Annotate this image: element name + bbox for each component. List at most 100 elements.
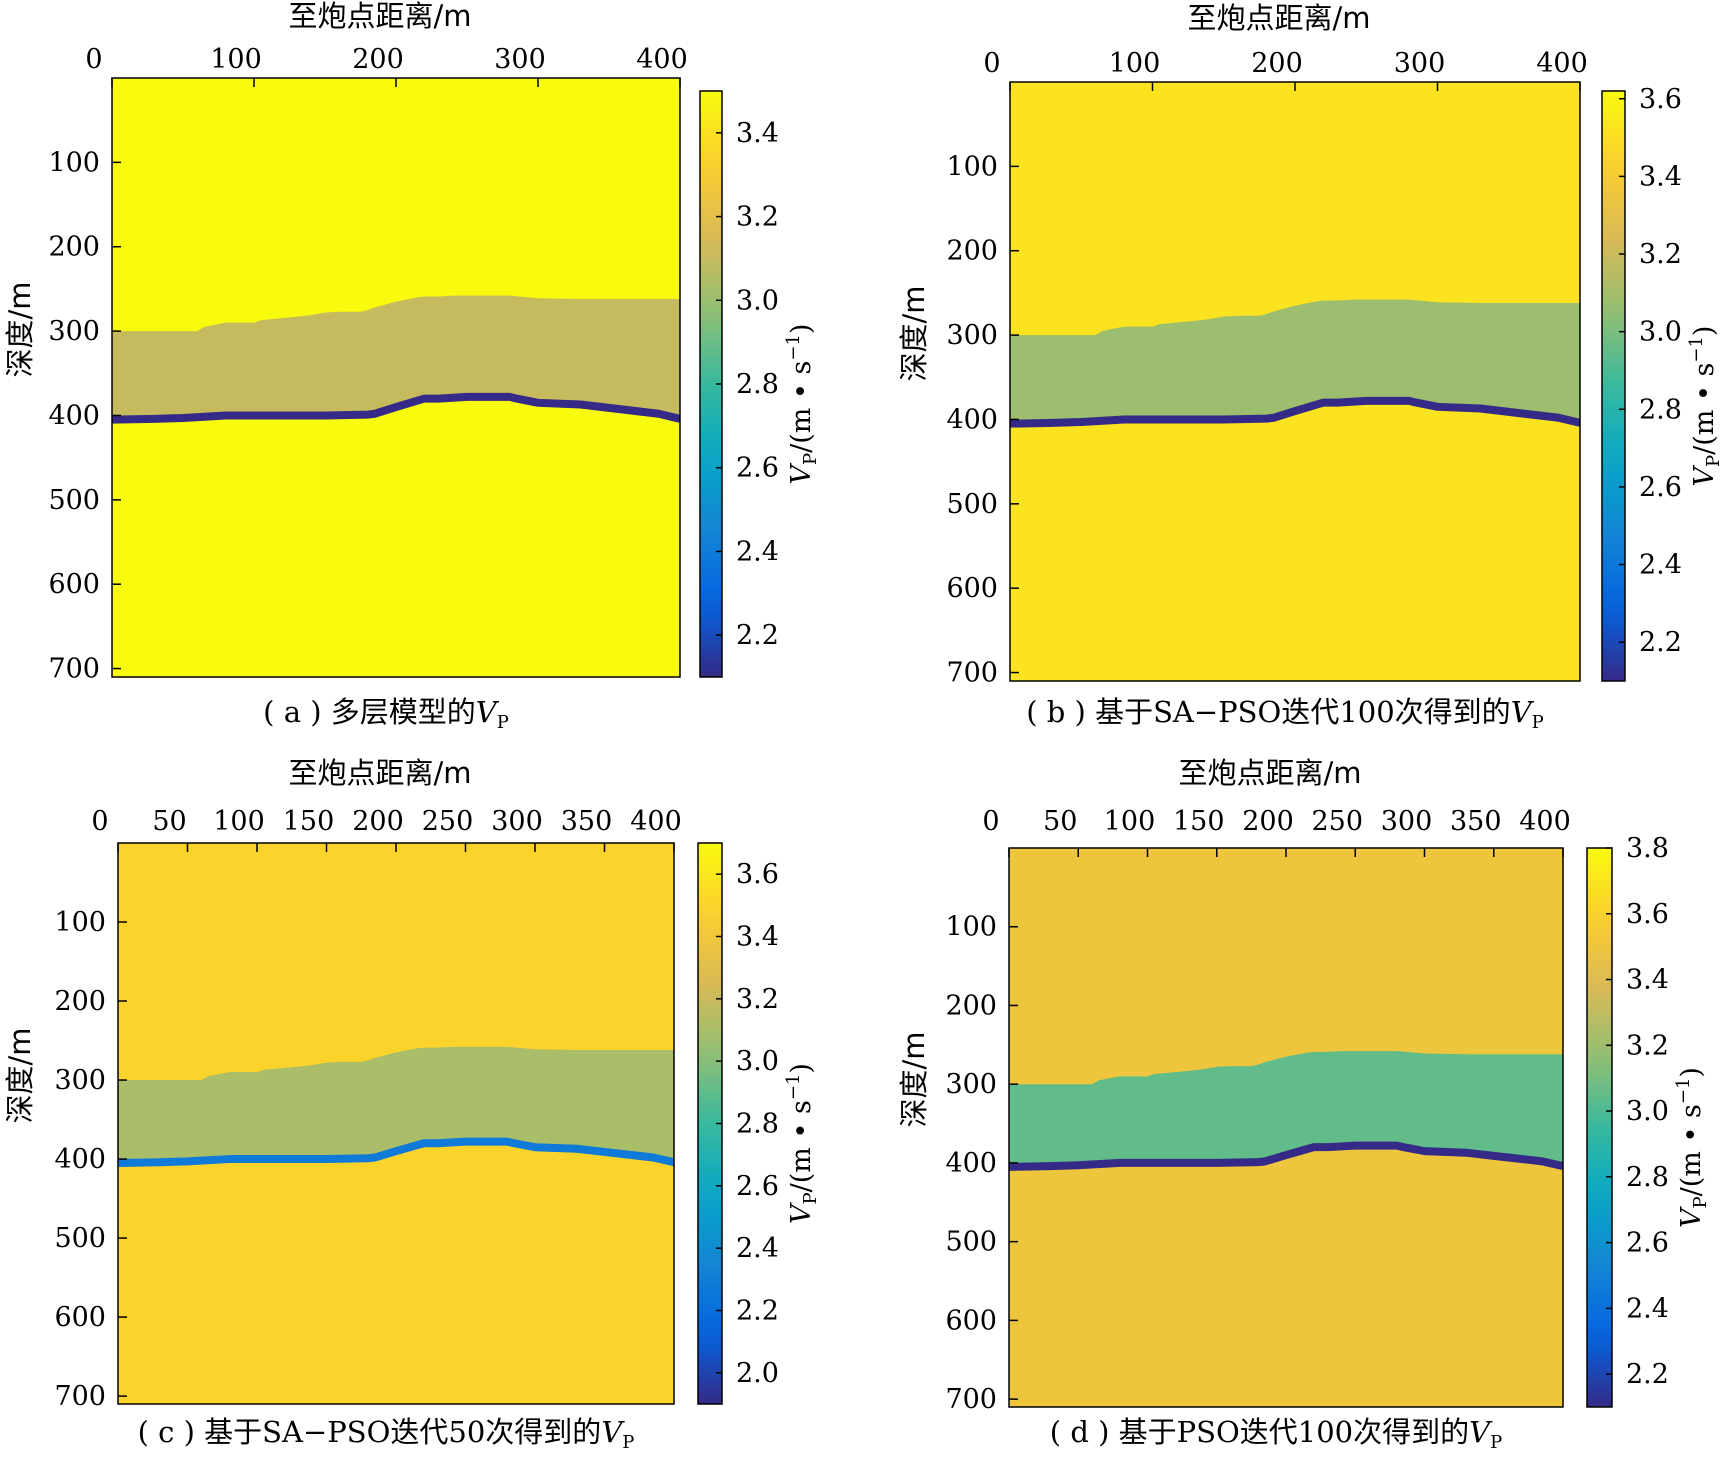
- colorbar-tick-label: 3.0: [1639, 317, 1682, 348]
- y-tick-label: 300: [946, 320, 998, 351]
- x-axis-title: 至炮点距离/m: [1187, 1, 1370, 35]
- y-tick-label: 200: [946, 236, 998, 267]
- colorbar-title: VP/(m • s−1): [1686, 326, 1721, 487]
- y-axis-title: 深度/m: [3, 281, 37, 377]
- colorbar-tick-label: 2.6: [1626, 1228, 1669, 1259]
- panel-caption: ( c ) 基于SA−PSO迭代50次得到的VP: [138, 1415, 635, 1453]
- low-velocity-interface: [112, 392, 680, 424]
- x-tick-label: 250: [1311, 806, 1363, 837]
- colorbar-tick-label: 3.4: [736, 922, 779, 953]
- y-tick-label: 100: [946, 151, 998, 182]
- x-tick-label: 200: [352, 44, 404, 75]
- y-tick-label: 700: [48, 654, 100, 685]
- y-tick-label: 100: [945, 912, 997, 943]
- x-tick-label: 400: [630, 806, 682, 837]
- colorbar-tick-label: 3.2: [1639, 239, 1682, 270]
- x-tick-label: 100: [210, 44, 262, 75]
- x-tick-label: 400: [1536, 48, 1588, 79]
- x-tick-label: 250: [422, 806, 474, 837]
- x-tick-label: 100: [1109, 48, 1161, 79]
- y-tick-label: 300: [48, 316, 100, 347]
- colorbar-tick-label: 2.4: [736, 536, 779, 567]
- colorbar-tick-label: 3.2: [736, 202, 779, 233]
- y-tick-label: 600: [54, 1302, 106, 1333]
- y-tick-label: 700: [946, 658, 998, 689]
- y-tick-label: 500: [946, 489, 998, 520]
- panel-d: 0 50 100 150 200 250 300 350 400 100 200 300 400 500 6…: [897, 756, 1711, 1453]
- low-velocity-interface: [118, 1137, 674, 1168]
- colorbar-tick-label: 2.0: [736, 1358, 779, 1389]
- layer-middle: [118, 1046, 674, 1164]
- y-tick-label: 100: [54, 907, 106, 938]
- colorbar-tick-label: 2.4: [1639, 550, 1682, 581]
- x-tick-label: 200: [352, 806, 404, 837]
- y-tick-label: 600: [946, 573, 998, 604]
- colorbar-tick-label: 3.0: [736, 285, 779, 316]
- y-tick-label: 400: [48, 400, 100, 431]
- colorbar-tick-label: 2.8: [736, 369, 779, 400]
- y-tick-label: 400: [945, 1148, 997, 1179]
- colorbar-tick-label: 2.6: [1639, 472, 1682, 503]
- x-tick-label: 50: [152, 806, 186, 837]
- x-tick-label: 200: [1251, 48, 1303, 79]
- y-tick-label: 700: [54, 1381, 106, 1412]
- colorbar-tick-label: 2.8: [1639, 394, 1682, 425]
- panel-c: 0 50 100 150 200 250 300 350 400 100 200 300 400 500 6…: [3, 756, 821, 1453]
- colorbar-tick-label: 3.0: [736, 1046, 779, 1077]
- heatmap-field: [118, 843, 674, 1404]
- x-tick-label: 100: [213, 806, 265, 837]
- colorbar-tick-label: 2.2: [1626, 1359, 1669, 1390]
- x-tick-label: 0: [983, 48, 1000, 79]
- panel-b: 0 100 200 300 400 100 200 300 400 500 600 700 至炮点距离/…: [897, 1, 1721, 733]
- x-tick-label: 300: [491, 806, 543, 837]
- colorbar-tick-label: 2.4: [1626, 1293, 1669, 1324]
- x-tick-label: 150: [1173, 806, 1225, 837]
- layer-middle: [1010, 299, 1580, 424]
- x-axis-title: 至炮点距离/m: [288, 756, 471, 790]
- x-tick-label: 0: [85, 44, 102, 75]
- heatmap-field: [1010, 82, 1580, 681]
- colorbar-tick-label: 2.8: [1626, 1162, 1669, 1193]
- colorbar-tick-label: 2.4: [736, 1233, 779, 1264]
- colorbar-tick-label: 3.4: [1639, 161, 1682, 192]
- y-axis-title: 深度/m: [3, 1027, 37, 1123]
- colorbar-title: VP/(m • s−1): [783, 324, 821, 485]
- layer-middle: [1009, 1051, 1563, 1167]
- colorbar-tick-label: 3.6: [1626, 899, 1669, 930]
- colorbar-tick-label: 3.4: [1626, 965, 1669, 996]
- y-tick-label: 400: [54, 1144, 106, 1175]
- colorbar-tick-label: 3.0: [1626, 1096, 1669, 1127]
- y-tick-label: 200: [54, 986, 106, 1017]
- y-tick-label: 500: [48, 485, 100, 516]
- low-velocity-interface: [1010, 396, 1580, 428]
- colorbar-tick-label: 3.8: [1626, 833, 1669, 864]
- colorbar-tick-label: 2.2: [736, 1296, 779, 1327]
- x-tick-label: 0: [982, 806, 999, 837]
- x-tick-label: 100: [1104, 806, 1156, 837]
- colorbar-tick-label: 3.6: [736, 859, 779, 890]
- y-tick-label: 600: [945, 1305, 997, 1336]
- colorbar-tick-label: 2.6: [736, 1171, 779, 1202]
- colorbar: [1601, 90, 1626, 682]
- x-tick-label: 300: [494, 44, 546, 75]
- panel-caption: ( b ) 基于SA−PSO迭代100次得到的VP: [1026, 695, 1544, 733]
- low-velocity-interface: [1009, 1141, 1563, 1171]
- y-axis-title: 深度/m: [897, 1031, 931, 1127]
- x-tick-label: 200: [1242, 806, 1294, 837]
- panel-caption: ( d ) 基于PSO迭代100次得到的VP: [1050, 1415, 1502, 1453]
- y-tick-label: 500: [54, 1223, 106, 1254]
- x-tick-label: 150: [283, 806, 335, 837]
- colorbar-tick-label: 2.8: [736, 1109, 779, 1140]
- y-tick-label: 700: [945, 1384, 997, 1415]
- x-tick-label: 400: [636, 44, 688, 75]
- panel-a: 0 100 200 300 400 100 200 300 400 500 600 700 至炮点距离/…: [3, 0, 821, 733]
- y-tick-label: 100: [48, 147, 100, 178]
- y-tick-label: 300: [54, 1065, 106, 1096]
- y-tick-label: 200: [48, 232, 100, 263]
- y-tick-label: 200: [945, 990, 997, 1021]
- x-tick-label: 300: [1394, 48, 1446, 79]
- x-tick-label: 50: [1043, 806, 1077, 837]
- y-tick-label: 400: [946, 404, 998, 435]
- x-axis-title: 至炮点距离/m: [288, 0, 471, 33]
